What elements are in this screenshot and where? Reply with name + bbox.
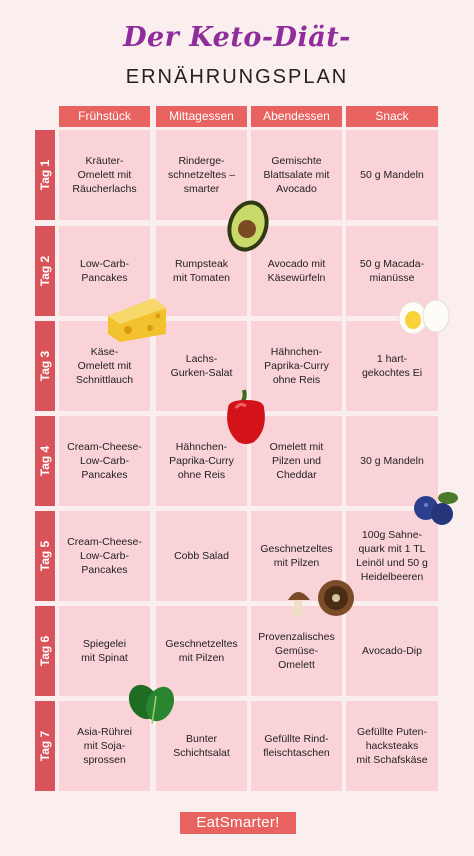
meal-cell: Hähnchen- Paprika-Curry ohne Reis — [251, 321, 342, 411]
meal-cell: Cobb Salad — [156, 511, 247, 601]
day-label-text: Tag 1 — [38, 159, 52, 191]
day-label: Tag 1 — [35, 130, 55, 220]
column-header: Abendessen — [251, 106, 342, 127]
meal-text: 50 g Mandeln — [360, 169, 424, 181]
meal-text: 1 hart- gekochtes Ei — [361, 353, 423, 379]
meal-cell: Omelett mit Pilzen und Cheddar — [251, 416, 342, 506]
meal-text: Bunter Schichtsalat — [173, 733, 230, 759]
meal-text: Omelett mit Pilzen und Cheddar — [269, 441, 324, 481]
meal-cell: Avocado mit Käsewürfeln — [251, 226, 342, 316]
meal-cell: Gemischte Blattsalate mit Avocado — [251, 130, 342, 220]
meal-cell: 1 hart- gekochtes Ei — [346, 321, 438, 411]
cheese-icon — [108, 298, 166, 342]
meal-text: Käse- Omelett mit Schnittlauch — [75, 346, 134, 386]
meal-text: Rumpsteak mit Tomaten — [173, 258, 230, 284]
meal-text: Lachs- Gurken-Salat — [170, 353, 233, 379]
meal-text: Geschnetzeltes mit Pilzen — [165, 638, 238, 664]
meal-cell: Low-Carb- Pancakes — [59, 226, 150, 316]
spinach-icon — [128, 684, 175, 725]
meal-cell: Avocado-Dip — [346, 606, 438, 696]
day-label: Tag 7 — [35, 701, 55, 791]
column-header: Snack — [346, 106, 438, 127]
day-label-text: Tag 7 — [38, 730, 52, 762]
meal-text: Asia-Rührei mit Soja- sprossen — [77, 726, 132, 766]
brand-logo: EatSmarter! — [180, 812, 296, 834]
meal-cell: Gefüllte Puten- hacksteaks mit Schafskäs… — [346, 701, 438, 791]
meal-text: Hähnchen- Paprika-Curry ohne Reis — [169, 441, 234, 481]
meal-text: Kräuter- Omelett mit Räucherlachs — [72, 155, 137, 195]
meal-cell: Asia-Rührei mit Soja- sprossen — [59, 701, 150, 791]
day-label-text: Tag 3 — [38, 350, 52, 382]
meal-cell: 50 g Macada- mianüsse — [346, 226, 438, 316]
meal-cell: Spiegelei mit Spinat — [59, 606, 150, 696]
meal-text: Avocado-Dip — [362, 645, 422, 657]
page-title: Der Keto-Diät- — [123, 22, 351, 53]
meal-cell: Provenzalisches Gemüse- Omelett — [251, 606, 342, 696]
meal-cell: Rinderge- schnetzeltes – smarter — [156, 130, 247, 220]
meal-text: Hähnchen- Paprika-Curry ohne Reis — [264, 346, 329, 386]
meal-text: Provenzalisches Gemüse- Omelett — [258, 631, 335, 671]
meal-text: Geschnetzeltes mit Pilzen — [260, 543, 333, 569]
day-label-text: Tag 2 — [38, 255, 52, 287]
meal-text: 50 g Macada- mianüsse — [359, 258, 425, 284]
meal-text: Cream-Cheese- Low-Carb- Pancakes — [67, 536, 142, 576]
meal-cell: Lachs- Gurken-Salat — [156, 321, 247, 411]
mushroom-icon — [288, 580, 354, 616]
meal-cell: Kräuter- Omelett mit Räucherlachs — [59, 130, 150, 220]
day-label: Tag 4 — [35, 416, 55, 506]
blueberry-icon — [414, 492, 458, 525]
day-label-text: Tag 6 — [38, 635, 52, 667]
day-label: Tag 6 — [35, 606, 55, 696]
meal-text: Low-Carb- Pancakes — [79, 258, 129, 284]
meal-text: Spiegelei mit Spinat — [81, 638, 128, 664]
meal-text: 100g Sahne- quark mit 1 TL Leinöl und 50… — [356, 529, 428, 583]
day-label-text: Tag 4 — [38, 445, 52, 477]
meal-cell: 100g Sahne- quark mit 1 TL Leinöl und 50… — [346, 511, 438, 601]
meal-cell: Geschnetzeltes mit Pilzen — [156, 606, 247, 696]
meal-cell: 50 g Mandeln — [346, 130, 438, 220]
meal-text: Gefüllte Puten- hacksteaks mit Schafskäs… — [356, 726, 428, 766]
day-label: Tag 5 — [35, 511, 55, 601]
meal-text: 30 g Mandeln — [360, 455, 424, 467]
meal-text: Gemischte Blattsalate mit Avocado — [263, 155, 330, 195]
meal-text: Gefüllte Rind- fleischtaschen — [263, 733, 330, 759]
meal-cell: Bunter Schichtsalat — [156, 701, 247, 791]
day-label: Tag 2 — [35, 226, 55, 316]
meal-text: Rinderge- schnetzeltes – smarter — [167, 155, 236, 195]
meal-text: Cream-Cheese- Low-Carb- Pancakes — [67, 441, 142, 481]
page-subtitle: ERNÄHRUNGSPLAN — [125, 66, 349, 88]
avocado-icon — [227, 200, 269, 252]
column-header: Frühstück — [59, 106, 150, 127]
egg-icon — [398, 299, 450, 335]
meal-text: Cobb Salad — [174, 550, 229, 562]
day-label-text: Tag 5 — [38, 540, 52, 572]
column-header: Mittagessen — [156, 106, 247, 127]
meal-cell: 30 g Mandeln — [346, 416, 438, 506]
meal-cell: Cream-Cheese- Low-Carb- Pancakes — [59, 511, 150, 601]
meal-cell: Hähnchen- Paprika-Curry ohne Reis — [156, 416, 247, 506]
meal-cell: Gefüllte Rind- fleischtaschen — [251, 701, 342, 791]
bell-pepper-icon — [227, 389, 265, 444]
meal-cell: Cream-Cheese- Low-Carb- Pancakes — [59, 416, 150, 506]
day-label: Tag 3 — [35, 321, 55, 411]
meal-text: Avocado mit Käsewürfeln — [267, 258, 326, 284]
